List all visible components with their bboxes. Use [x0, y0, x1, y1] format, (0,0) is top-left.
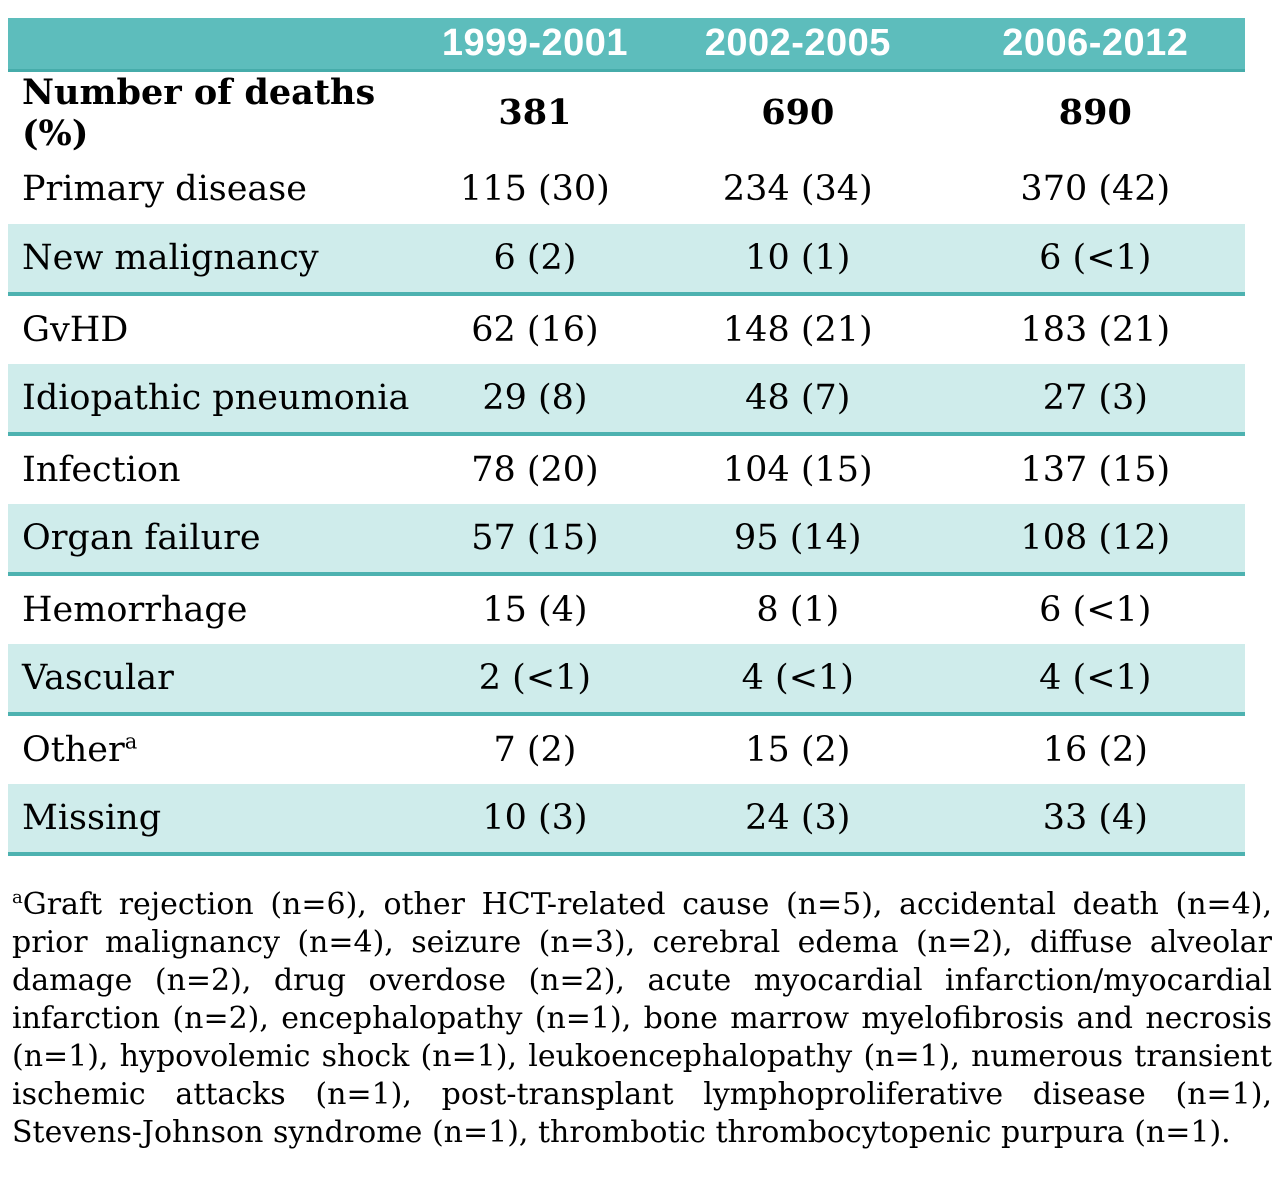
- cell-value: 108 (12): [945, 503, 1245, 576]
- cell-value: 115 (30): [460, 168, 610, 209]
- cell-value: 234 (34): [722, 168, 873, 209]
- cell-value: 7 (2): [493, 729, 577, 770]
- cell-value: 2 (<1): [419, 643, 650, 716]
- footnote-marker-ref: a: [124, 728, 138, 753]
- cell-value: 10 (1): [649, 223, 946, 296]
- row-label: Missing: [8, 783, 420, 856]
- cell-value: 148 (21): [722, 309, 873, 350]
- header-empty-cell: [8, 18, 420, 72]
- footnote-marker: a: [12, 886, 23, 908]
- row-idiopathic-pneumonia: Idiopathic pneumonia 29 (8) 48 (7) 27 (3…: [8, 363, 1245, 436]
- cell-value: 57 (15): [419, 503, 650, 576]
- row-label: Hemorrhage: [22, 589, 248, 630]
- causes-of-death-table: 1999-2001 2002-2005 2006-2012 Number of …: [8, 18, 1245, 856]
- cell-value: 6 (2): [419, 223, 650, 296]
- cell-value: 78 (20): [471, 449, 599, 490]
- row-label: Idiopathic pneumonia: [8, 363, 420, 436]
- row-label: Vascular: [8, 643, 420, 716]
- row-label: New malignancy: [8, 223, 420, 296]
- row-other: Othera 7 (2) 15 (2) 16 (2): [8, 714, 1245, 784]
- cell-value: 183 (21): [1020, 309, 1171, 350]
- cell-value: 137 (15): [1020, 449, 1171, 490]
- cell-value: 690: [761, 92, 835, 133]
- row-label: Primary disease: [22, 168, 307, 209]
- header-period-2006-2012: 2006-2012: [945, 18, 1245, 72]
- row-label: Number of deaths (%): [22, 71, 376, 154]
- row-primary-disease: Primary disease 115 (30) 234 (34) 370 (4…: [8, 154, 1245, 224]
- cell-value: 10 (3): [419, 783, 650, 856]
- cell-value: 29 (8): [419, 363, 650, 436]
- cell-value: 95 (14): [649, 503, 946, 576]
- header-row: 1999-2001 2002-2005 2006-2012: [8, 18, 1245, 72]
- cell-value: 24 (3): [649, 783, 946, 856]
- row-label: Organ failure: [8, 503, 420, 576]
- cell-value: 48 (7): [649, 363, 946, 436]
- row-number-of-deaths: Number of deaths (%) 381 690 890: [8, 70, 1245, 154]
- cell-value: 62 (16): [471, 309, 599, 350]
- cell-value: 8 (1): [756, 589, 840, 630]
- cell-value: 27 (3): [945, 363, 1245, 436]
- cell-value: 33 (4): [945, 783, 1245, 856]
- cell-value: 370 (42): [1020, 168, 1171, 209]
- row-hemorrhage: Hemorrhage 15 (4) 8 (1) 6 (<1): [8, 574, 1245, 644]
- header-period-1999-2001: 1999-2001: [419, 18, 650, 72]
- header-period-2002-2005: 2002-2005: [649, 18, 946, 72]
- cell-value: 6 (<1): [1039, 589, 1152, 630]
- row-label: Infection: [22, 449, 181, 490]
- row-vascular: Vascular 2 (<1) 4 (<1) 4 (<1): [8, 643, 1245, 716]
- row-label: GvHD: [22, 309, 129, 350]
- row-organ-failure: Organ failure 57 (15) 95 (14) 108 (12): [8, 503, 1245, 576]
- table-footnote: aGraft rejection (n=6), other HCT-relate…: [8, 886, 1272, 1152]
- row-label: Othera: [8, 714, 420, 784]
- cell-value: 381: [498, 92, 572, 133]
- row-infection: Infection 78 (20) 104 (15) 137 (15): [8, 434, 1245, 504]
- row-missing: Missing 10 (3) 24 (3) 33 (4): [8, 783, 1245, 856]
- causes-of-death-figure: 1999-2001 2002-2005 2006-2012 Number of …: [8, 18, 1272, 1152]
- cell-value: 890: [1058, 92, 1132, 133]
- cell-value: 6 (<1): [945, 223, 1245, 296]
- cell-value: 15 (4): [482, 589, 588, 630]
- cell-value: 16 (2): [1042, 729, 1148, 770]
- row-gvhd: GvHD 62 (16) 148 (21) 183 (21): [8, 294, 1245, 364]
- cell-value: 4 (<1): [945, 643, 1245, 716]
- footnote-text: Graft rejection (n=6), other HCT-related…: [12, 886, 1272, 1150]
- row-label-text: Other: [22, 729, 125, 770]
- cell-value: 4 (<1): [649, 643, 946, 716]
- row-new-malignancy: New malignancy 6 (2) 10 (1) 6 (<1): [8, 223, 1245, 296]
- cell-value: 15 (2): [745, 729, 851, 770]
- cell-value: 104 (15): [722, 449, 873, 490]
